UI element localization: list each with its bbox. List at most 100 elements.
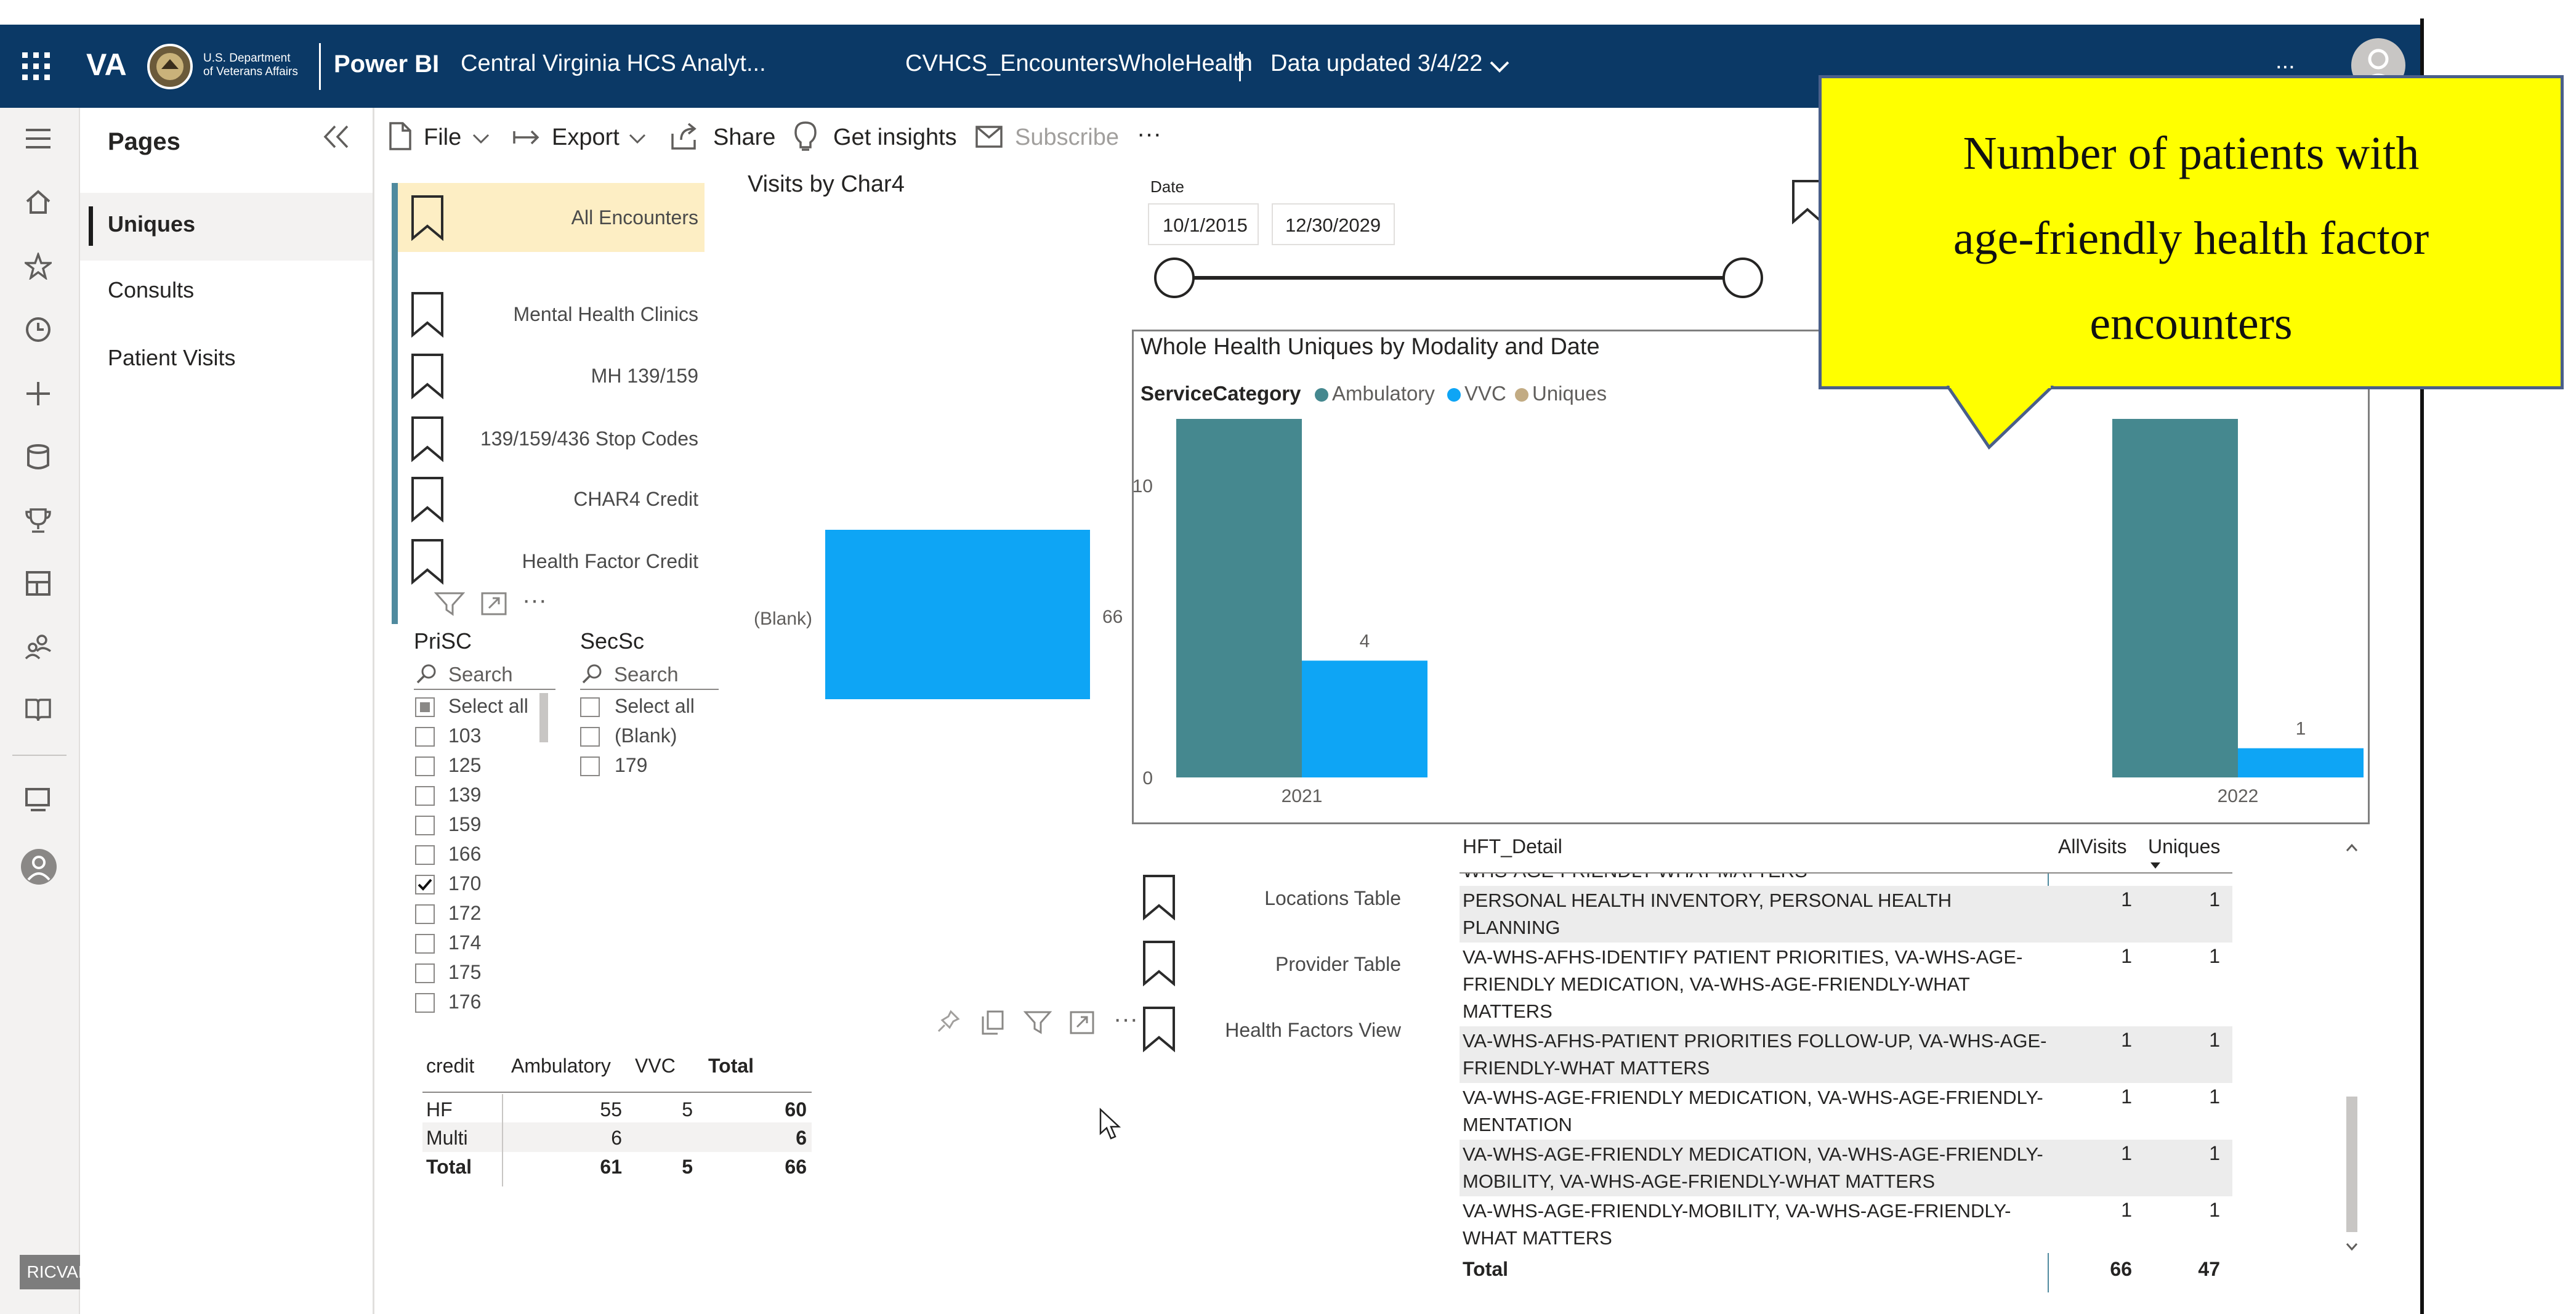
hft-header-uniques[interactable]: Uniques [2148,835,2221,858]
apps-icon[interactable] [25,570,52,597]
bookmark-label[interactable]: MH 139/159 [591,365,698,387]
slicer-checkbox[interactable] [415,786,435,806]
select-all-checkbox[interactable] [580,697,600,717]
subscribe-button[interactable]: Subscribe [1015,124,1119,150]
bookmark-icon[interactable] [410,352,445,399]
date-slider-start-handle[interactable] [1154,258,1195,298]
bar-vvc-2021[interactable] [1302,660,1427,777]
slicer-checkbox[interactable] [415,963,435,983]
legend-entry[interactable]: Uniques [1532,382,1607,405]
bookmark-label[interactable]: 139/159/436 Stop Codes [480,428,698,450]
trophy-icon[interactable] [25,507,52,534]
copy-icon[interactable] [980,1009,1005,1036]
app-name[interactable]: Power BI [334,51,440,78]
plus-icon[interactable] [25,380,52,407]
slicer-checkbox[interactable] [415,727,435,747]
database-icon[interactable] [25,444,52,471]
get-insights-button[interactable]: Get insights [833,124,957,150]
focus-mode-icon[interactable] [1069,1010,1095,1035]
chevron-down-icon[interactable] [472,132,490,145]
date-slider-end-handle[interactable] [1722,258,1763,298]
bar-vvc-2022[interactable] [2238,748,2364,777]
bookmark-icon[interactable] [1142,939,1176,986]
bar-ambulatory-2022[interactable] [2112,419,2238,778]
profile-avatar[interactable] [21,849,57,885]
visual-more-icon[interactable]: ··· [1113,1005,1138,1032]
bookmark-icon[interactable] [1142,874,1176,920]
bookmark-icon[interactable] [410,291,445,338]
star-icon[interactable] [25,253,52,280]
slicer-checkbox[interactable] [415,756,435,776]
select-all-checkbox[interactable] [415,697,435,717]
bookmark-label[interactable]: Health Factors View [1225,1019,1401,1041]
focus-mode-icon[interactable] [480,591,507,616]
hft-header-allvisits[interactable]: AllVisits [2058,835,2127,858]
hft-scroll-track[interactable] [2345,838,2359,1306]
table-row[interactable]: VA-WHS-AFHS-PATIENT PRIORITIES FOLLOW-UP… [1460,1026,2232,1083]
bookmark-label[interactable]: Mental Health Clinics [513,303,698,325]
report-name[interactable]: CVHCS_EncountersWholeHealth [905,51,1253,76]
bookmark-icon[interactable] [410,415,445,462]
slicer-checkbox[interactable] [415,934,435,954]
chevron-down-icon[interactable] [628,132,647,145]
home-icon[interactable] [25,188,52,215]
date-end-input[interactable]: 12/30/2029 [1272,203,1395,245]
bookmark-icon[interactable] [410,194,445,241]
table-row[interactable]: VA-WHS-AGE-FRIENDLY MEDICATION, VA-WHS-A… [1460,1083,2232,1140]
share-button[interactable]: Share [713,124,776,150]
clock-icon[interactable] [25,316,52,343]
toolbar-more-icon[interactable]: ··· [1137,120,1161,147]
bookmark-icon[interactable] [410,476,445,522]
monitor-icon[interactable] [25,785,52,813]
slicer-checkbox[interactable] [580,727,600,747]
slicer-checkbox[interactable] [415,845,435,865]
hamburger-icon[interactable] [25,126,52,151]
sort-descending-icon[interactable] [2149,861,2162,870]
prisc-search-input[interactable]: Search [448,663,513,686]
date-start-input[interactable]: 10/1/2015 [1148,203,1259,245]
hft-header-detail[interactable]: HFT_Detail [1463,835,1562,858]
export-menu[interactable]: Export [552,124,620,150]
chevron-down-icon[interactable] [1489,59,1510,74]
page-item-consults[interactable]: Consults [108,277,195,302]
bookmark-label[interactable]: Health Factor Credit [522,550,698,572]
page-item-patient-visits[interactable]: Patient Visits [108,345,236,370]
prisc-scrollbar[interactable] [539,693,548,742]
slicer-checkbox[interactable] [415,993,435,1013]
hft-scroll-thumb[interactable] [2346,1097,2357,1232]
slicer-checkbox[interactable] [580,756,600,776]
legend-entry[interactable]: VVC [1464,382,1506,405]
table-row[interactable]: VA-WHS-AFHS-IDENTIFY PATIENT PRIORITIES,… [1460,943,2232,1026]
more-options-icon[interactable]: ... [2275,48,2295,74]
bookmark-icon[interactable] [410,538,445,585]
secsc-search-input[interactable]: Search [614,663,679,686]
legend-entry[interactable]: Ambulatory [1332,382,1435,405]
workspace-name[interactable]: Central Virginia HCS Analyt... [461,51,766,76]
whole-health-chart[interactable]: 010203021432120212022 [1133,419,2368,819]
bookmark-label[interactable]: Provider Table [1275,953,1401,975]
scroll-up-icon[interactable] [2345,843,2359,853]
app-launcher-icon[interactable] [22,52,50,81]
bookmark-icon[interactable] [1791,179,1824,224]
visual-more-icon[interactable]: ··· [522,586,547,614]
pin-icon[interactable] [936,1009,961,1034]
table-row[interactable]: PERSONAL HEALTH INVENTORY, PERSONAL HEAL… [1460,886,2232,943]
bookmark-label[interactable]: CHAR4 Credit [573,488,698,510]
people-icon[interactable] [25,633,52,660]
book-icon[interactable] [25,696,52,723]
bookmark-label[interactable]: Locations Table [1264,887,1401,909]
table-row[interactable]: VA-WHS-AGE-FRIENDLY-MOBILITY, VA-WHS-AGE… [1460,1196,2232,1253]
bar-ambulatory-2021[interactable] [1176,419,1302,778]
bookmark-icon[interactable] [1142,1005,1176,1052]
slicer-checkbox[interactable] [415,904,435,924]
slicer-checkbox[interactable] [415,875,435,894]
page-item-uniques[interactable]: Uniques [80,193,373,261]
table-row[interactable]: VA-WHS-AGE-FRIENDLY MEDICATION, VA-WHS-A… [1460,1140,2232,1196]
bookmark-all-encounters[interactable] [398,183,705,252]
file-menu[interactable]: File [424,124,462,150]
filter-icon[interactable] [434,591,465,616]
slicer-checkbox[interactable] [415,816,435,835]
filter-icon[interactable] [1024,1010,1052,1035]
scroll-down-icon[interactable] [2345,1242,2359,1252]
date-slider-track[interactable] [1174,276,1744,280]
